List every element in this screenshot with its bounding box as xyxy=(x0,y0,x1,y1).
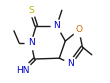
Text: HN: HN xyxy=(17,66,30,75)
Text: N: N xyxy=(28,38,34,47)
Text: N: N xyxy=(67,59,74,68)
Text: S: S xyxy=(28,6,34,15)
Text: N: N xyxy=(53,21,60,30)
Text: O: O xyxy=(75,25,82,34)
